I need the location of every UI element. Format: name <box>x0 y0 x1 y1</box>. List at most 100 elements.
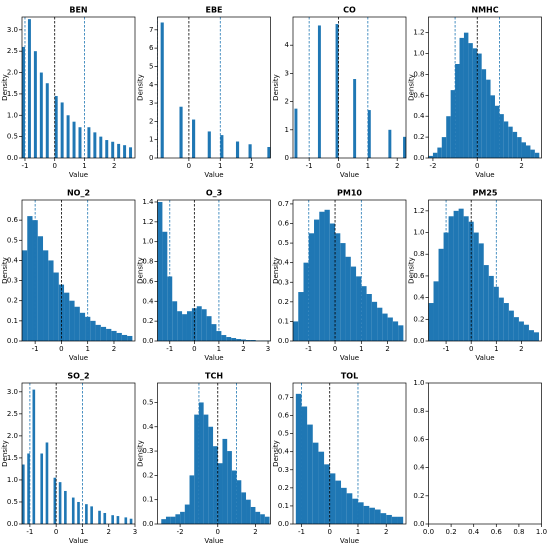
y-tick-label: 0.8 <box>142 258 153 266</box>
bar <box>66 115 70 158</box>
x-tick-label: 3 <box>133 528 137 536</box>
y-tick-label: 0.2 <box>413 315 424 323</box>
x-tick-label: 2 <box>112 345 116 353</box>
bar <box>72 121 76 158</box>
y-axis-label: Density <box>408 257 416 284</box>
chart-title: O_3 <box>206 189 222 198</box>
bar <box>206 316 212 341</box>
bar <box>472 48 478 158</box>
bar <box>116 332 122 341</box>
panel: -2 0 2 0.0 0.1 0.2 0.3 0.4 0.5 TCH Value Density <box>137 372 271 545</box>
bar <box>335 480 342 524</box>
x-tick-label: 1 <box>82 162 86 170</box>
y-tick-label: 0.0 <box>413 520 424 528</box>
y-tick-label: 0.4 <box>413 112 425 120</box>
bar <box>392 321 399 341</box>
x-tick-label: 0 <box>192 345 196 353</box>
panel: -1 0 1 2 0.0 0.1 0.2 0.3 0.4 0.5 0.6 0.7 TOL Value Den… <box>272 372 407 545</box>
bar <box>432 152 438 158</box>
x-axis-label: Value <box>475 354 494 362</box>
bar <box>162 231 168 341</box>
bar <box>517 137 522 158</box>
bar <box>386 514 392 524</box>
bar <box>307 424 313 524</box>
y-tick-label: 0.1 <box>7 317 18 325</box>
chart-title: TCH <box>205 372 223 381</box>
bar <box>324 209 330 341</box>
bar <box>58 482 62 524</box>
bar <box>463 216 469 341</box>
bar <box>157 201 163 341</box>
bar <box>458 208 464 341</box>
x-axis-label: Value <box>475 171 494 179</box>
axes-frame <box>21 382 136 525</box>
bar <box>184 504 190 524</box>
bar <box>231 338 237 341</box>
plot-area <box>161 383 270 524</box>
bar <box>161 519 166 524</box>
bar <box>117 143 121 158</box>
y-tick-label: 0 <box>149 154 153 162</box>
bar <box>241 492 247 524</box>
x-axis-label: Value <box>340 537 359 545</box>
y-tick-label: 1.2 <box>142 218 153 226</box>
bar <box>448 216 454 341</box>
panel: -1 0 1 2 0.0 0.2 0.4 0.6 0.8 1.0 1.2 PM25 Value Densi… <box>408 189 542 362</box>
y-tick-label: 0.1 <box>142 496 153 504</box>
y-axis-label: Density <box>272 440 280 467</box>
bar <box>116 516 120 524</box>
y-tick-label: 0.6 <box>413 272 425 280</box>
bar <box>494 105 500 158</box>
y-tick-label: 0.5 <box>7 236 18 244</box>
bar <box>345 256 351 341</box>
bar <box>124 517 128 524</box>
bar <box>32 389 36 524</box>
x-tick-label: 0.2 <box>446 528 457 536</box>
bar <box>453 210 459 341</box>
bar <box>69 300 75 341</box>
axes-frame <box>428 16 542 159</box>
bar <box>111 141 115 158</box>
y-tick-label: 1.4 <box>142 198 154 206</box>
bar <box>192 119 196 158</box>
x-tick-label: 0 <box>216 528 220 536</box>
bar <box>341 487 347 524</box>
bar <box>318 451 325 524</box>
bar <box>74 306 80 341</box>
bar <box>33 51 37 158</box>
bar <box>79 312 86 341</box>
bar <box>100 326 107 341</box>
y-tick-label: 0.2 <box>7 297 18 305</box>
y-tick-label: 1 <box>285 126 289 134</box>
bar <box>198 402 204 524</box>
bar <box>428 155 433 158</box>
bar <box>90 320 96 341</box>
bar <box>267 147 271 158</box>
bar <box>329 473 336 524</box>
x-tick-label: 2 <box>112 162 116 170</box>
bar <box>319 211 325 341</box>
bar <box>382 313 388 341</box>
bar <box>22 250 28 341</box>
plot-area <box>294 17 406 158</box>
bar <box>111 515 114 524</box>
y-tick-label: 0.0 <box>413 337 424 345</box>
bar <box>222 438 228 524</box>
bar <box>246 499 251 524</box>
bar <box>175 514 181 524</box>
y-tick-label: 0 <box>285 154 289 162</box>
bar <box>357 502 364 524</box>
bar <box>85 504 88 524</box>
y-tick-label: 6 <box>149 44 154 52</box>
y-axis-label: Density <box>1 74 9 101</box>
bar <box>503 121 509 158</box>
x-tick-label: 1 <box>359 345 363 353</box>
panel: 0 1 2 0 1 2 3 4 5 6 7 EBE Value Density <box>137 6 271 179</box>
chart-title: PM10 <box>337 189 362 198</box>
bar <box>248 144 252 158</box>
y-tick-label: 0.2 <box>413 492 424 500</box>
chart-title: NMHC <box>471 6 498 15</box>
bar <box>335 24 339 158</box>
bar <box>483 265 489 341</box>
x-axis-label: Value <box>69 171 88 179</box>
